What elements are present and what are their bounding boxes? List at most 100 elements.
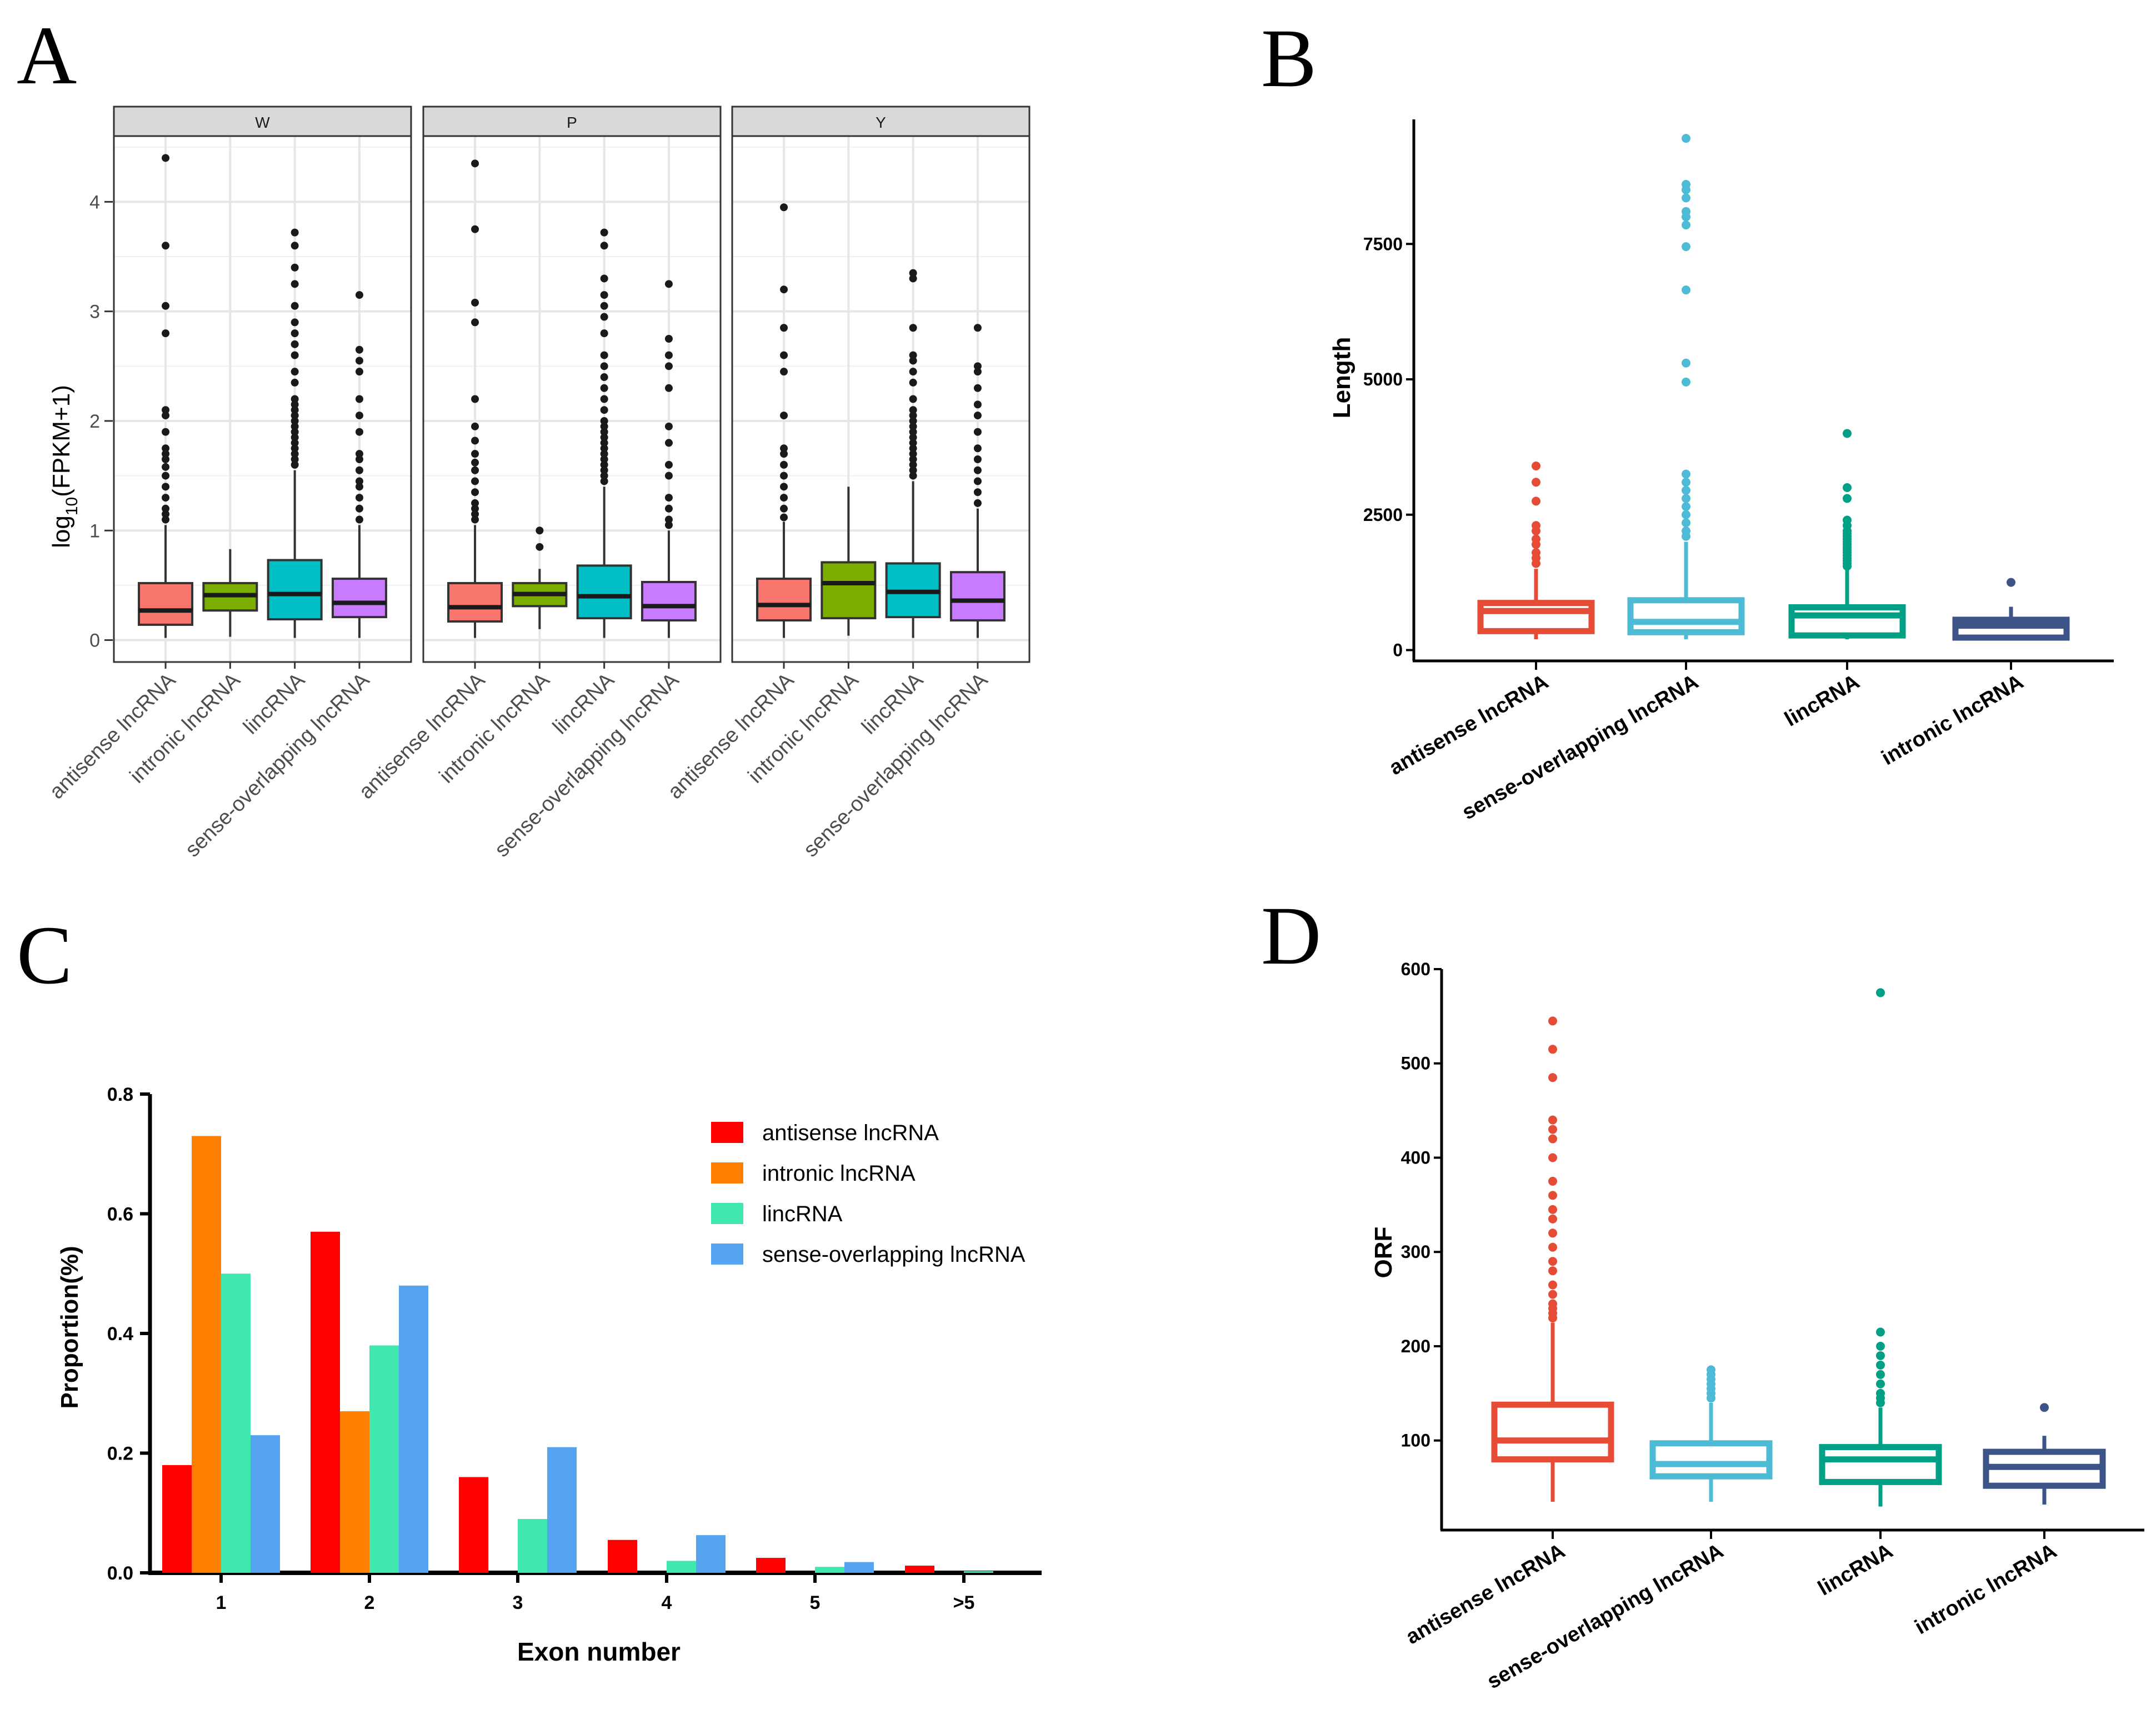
panel-a-outlier bbox=[600, 274, 608, 283]
panel-d-ytick-label: 100 bbox=[1401, 1431, 1430, 1451]
panel-a-outlier bbox=[355, 412, 363, 420]
panel-a-box bbox=[641, 580, 697, 622]
panel-a-outlier bbox=[471, 225, 479, 233]
panel-a-outlier bbox=[780, 412, 788, 420]
panel-a-outlier bbox=[909, 269, 917, 277]
panel-a-outlier bbox=[291, 433, 299, 442]
panel-a-box bbox=[267, 559, 323, 621]
panel-a-outlier bbox=[162, 329, 170, 338]
panel-b-outlier bbox=[1682, 526, 1690, 535]
panel-a-outlier bbox=[162, 494, 170, 502]
panel-b-outlier bbox=[1682, 485, 1690, 495]
panel-c-ytick-label: 0.0 bbox=[107, 1563, 133, 1584]
panel-a-outlier bbox=[291, 318, 299, 327]
panel-b-ytick-label: 0 bbox=[1393, 640, 1403, 660]
panel-a-box bbox=[138, 581, 194, 626]
panel-a-outlier bbox=[780, 351, 788, 359]
panel-c-ytick-label: 0.2 bbox=[107, 1443, 133, 1465]
panel-a-outlier bbox=[471, 499, 479, 507]
panel-d-outlier bbox=[1876, 1370, 1885, 1379]
panel-c-bar bbox=[844, 1562, 874, 1573]
panel-label-b: B bbox=[1261, 12, 1317, 104]
panel-a-outlier bbox=[973, 444, 982, 453]
panel-d-outlier bbox=[1548, 1153, 1557, 1162]
panel-d-outlier bbox=[1548, 1073, 1557, 1082]
panel-a-outlier bbox=[909, 439, 917, 447]
panel-b-ytick-label: 7500 bbox=[1363, 234, 1403, 254]
panel-b-outlier bbox=[1843, 515, 1852, 525]
panel-a-outlier bbox=[162, 463, 170, 471]
panel-a-outlier bbox=[600, 384, 608, 392]
panel-b-box bbox=[1627, 597, 1745, 635]
panel-a-outlier bbox=[780, 203, 788, 212]
panel-b-outlier bbox=[1843, 429, 1852, 438]
panel-a-outlier bbox=[355, 395, 363, 403]
panel-a-outlier bbox=[909, 412, 917, 420]
panel-a-outlier bbox=[909, 428, 917, 436]
panel-d-outlier bbox=[1548, 1242, 1557, 1252]
panel-b-outlier bbox=[2007, 578, 2015, 587]
panel-d-outlier bbox=[1548, 1280, 1557, 1290]
panel-a-outlier bbox=[471, 395, 479, 403]
panel-a-outlier bbox=[355, 450, 363, 458]
panel-c-legend-label: antisense lncRNA bbox=[762, 1121, 939, 1145]
panel-c-legend-swatch bbox=[711, 1243, 743, 1265]
panel-a-outlier bbox=[471, 437, 479, 445]
panel-a-outlier bbox=[973, 488, 982, 497]
panel-a-outlier bbox=[291, 450, 299, 458]
panel-a-outlier bbox=[780, 460, 788, 469]
panel-a-outlier bbox=[355, 466, 363, 474]
panel-a-outlier bbox=[909, 444, 917, 453]
panel-c-bar bbox=[399, 1285, 428, 1573]
panel-a-panel-border bbox=[422, 135, 722, 663]
panel-c-bar bbox=[696, 1535, 726, 1573]
panel-a-outlier bbox=[664, 439, 673, 447]
panel-d-outlier bbox=[2040, 1403, 2049, 1412]
panel-a-outlier bbox=[909, 406, 917, 414]
panel-a-outlier bbox=[973, 428, 982, 436]
panel-c-legend-label: lincRNA bbox=[762, 1202, 843, 1226]
panel-a-outlier bbox=[909, 422, 917, 430]
panel-c-ytick-label: 0.6 bbox=[107, 1204, 133, 1225]
panel-a-outlier bbox=[780, 450, 788, 458]
panel-b-outlier bbox=[1682, 134, 1690, 143]
panel-d-outlier bbox=[1548, 1191, 1557, 1200]
panel-a-outlier bbox=[664, 460, 673, 469]
panel-a-outlier bbox=[162, 455, 170, 464]
panel-a-outlier bbox=[291, 439, 299, 447]
panel-a-outlier bbox=[291, 228, 299, 237]
panel-b-ytick-label: 2500 bbox=[1363, 505, 1403, 525]
panel-d-outlier bbox=[1548, 1214, 1557, 1223]
panel-d-outlier bbox=[1548, 1257, 1557, 1266]
panel-c-xtick-label: 4 bbox=[662, 1592, 672, 1613]
panel-a-outlier bbox=[600, 433, 608, 442]
panel-c-bar bbox=[547, 1447, 577, 1573]
panel-b-outlier bbox=[1682, 502, 1690, 512]
panel-a-outlier bbox=[664, 384, 673, 392]
panel-a-box bbox=[821, 561, 877, 620]
panel-c-legend: antisense lncRNA intronic lncRNA lincRNA se… bbox=[711, 1121, 1026, 1267]
panel-b-box bbox=[1788, 604, 1906, 639]
panel-a-ytick-label: 1 bbox=[89, 520, 100, 541]
panel-c-bar bbox=[459, 1477, 488, 1573]
panel-a-outlier bbox=[600, 472, 608, 480]
panel-d-ytick-label: 600 bbox=[1401, 959, 1430, 979]
panel-a-outlier bbox=[291, 329, 299, 338]
panel-a-outlier bbox=[162, 510, 170, 518]
panel-a-outlier bbox=[973, 499, 982, 507]
panel-a-outlier bbox=[471, 422, 479, 430]
panel-a-outlier bbox=[291, 412, 299, 420]
panel-b-outlier bbox=[1682, 377, 1690, 387]
panel-a-outlier bbox=[909, 324, 917, 332]
panel-c-barchart: Proportion(%) Exon number 0.0 0.2 0.4 0.6 0.… bbox=[56, 1084, 1042, 1666]
panel-b-outlier bbox=[1682, 358, 1690, 368]
panel-b-outlier bbox=[1682, 180, 1690, 189]
panel-a-outlier bbox=[600, 291, 608, 299]
panel-d-outlier bbox=[1876, 1379, 1885, 1388]
panel-b-ylabel: Length bbox=[1328, 337, 1355, 419]
panel-a-outlier bbox=[162, 154, 170, 162]
panel-a-outlier bbox=[600, 313, 608, 321]
panel-b-outlier bbox=[1682, 193, 1690, 203]
panel-a-outlier bbox=[162, 412, 170, 420]
panel-a-outlier bbox=[471, 450, 479, 458]
